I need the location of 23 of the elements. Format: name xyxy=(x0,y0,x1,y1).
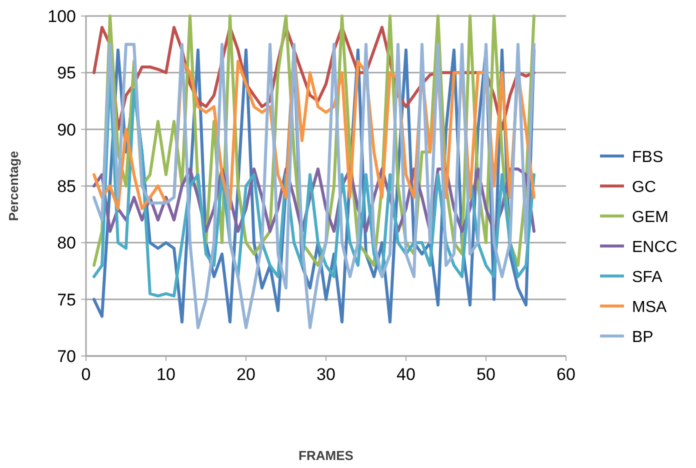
x-tick-label: 50 xyxy=(476,365,496,384)
x-tick-label: 20 xyxy=(236,365,256,384)
x-tick-label: 30 xyxy=(316,365,336,384)
legend-label: ENCC xyxy=(632,239,678,256)
y-tick-label: 70 xyxy=(57,347,76,366)
y-tick-label: 80 xyxy=(57,234,76,253)
x-tick-label: 60 xyxy=(556,365,576,384)
x-tick-label: 40 xyxy=(396,365,416,384)
legend-label: GC xyxy=(632,179,656,196)
x-tick-label: 10 xyxy=(156,365,176,384)
y-axis-title: Percentage xyxy=(6,150,21,222)
legend-label: GEM xyxy=(632,209,668,226)
x-axis-title: FRAMES xyxy=(298,448,354,463)
x-tick-label: 0 xyxy=(81,365,91,384)
y-tick-label: 85 xyxy=(57,177,76,196)
y-tick-label: 90 xyxy=(57,120,76,140)
legend-label: MSA xyxy=(632,299,667,316)
y-tick-label: 95 xyxy=(57,64,76,83)
legend-label: FBS xyxy=(632,149,664,166)
y-tick-label: 75 xyxy=(57,290,76,310)
legend-label: SFA xyxy=(632,269,663,286)
y-tick-label: 100 xyxy=(48,7,76,26)
legend-label: BP xyxy=(632,329,654,346)
